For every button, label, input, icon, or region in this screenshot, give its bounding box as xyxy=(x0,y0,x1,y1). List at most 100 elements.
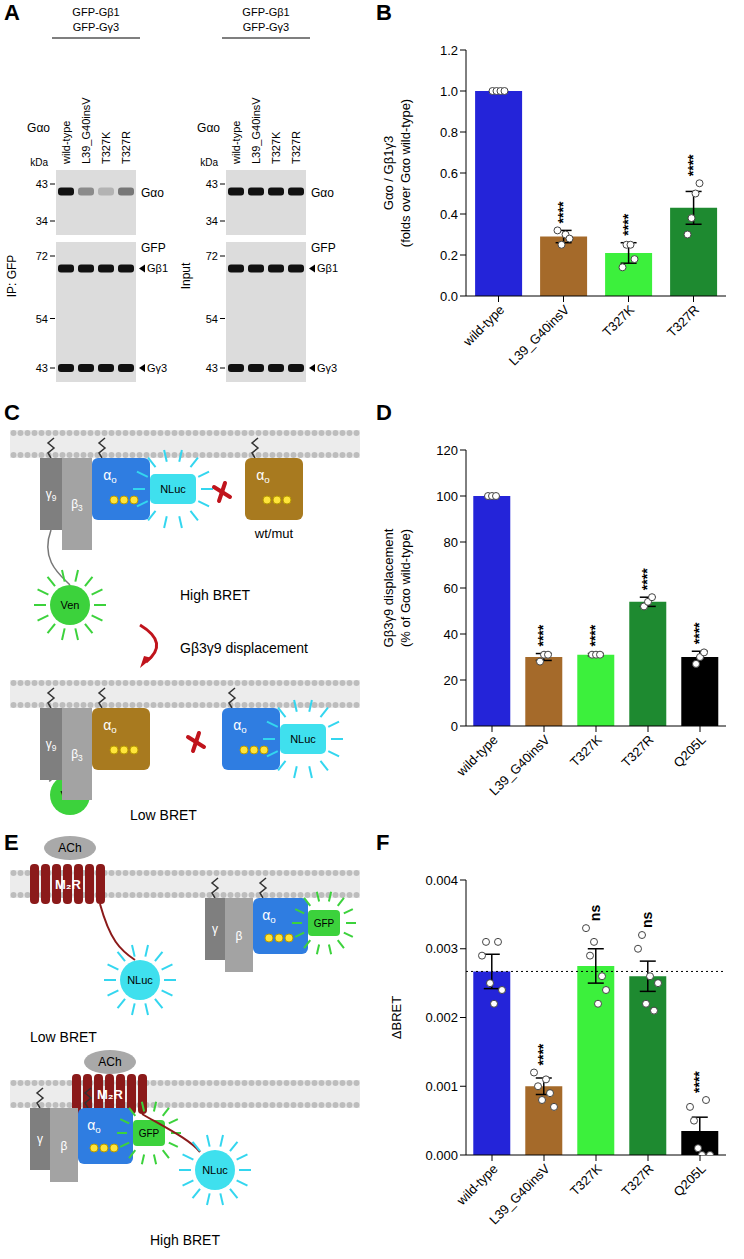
svg-text:wild-type: wild-type xyxy=(453,1161,501,1209)
svg-text:0.2: 0.2 xyxy=(440,248,458,263)
svg-text:Gβ3γ9 displacement: Gβ3γ9 displacement xyxy=(180,640,308,656)
svg-text:120: 120 xyxy=(436,443,458,458)
svg-text:M₂R: M₂R xyxy=(55,877,82,892)
svg-text:43: 43 xyxy=(206,362,218,374)
svg-text:T327R: T327R xyxy=(618,1161,656,1199)
svg-text:Gγ3: Gγ3 xyxy=(317,362,337,374)
svg-text:β3: β3 xyxy=(71,497,83,513)
svg-text:Gβ1: Gβ1 xyxy=(317,262,338,274)
svg-text:High BRET: High BRET xyxy=(150,1232,220,1248)
svg-text:T327K: T327K xyxy=(100,131,112,164)
svg-text:αo: αo xyxy=(103,467,117,485)
svg-text:GFP-Gγ3: GFP-Gγ3 xyxy=(73,21,119,33)
svg-text:αo: αo xyxy=(87,1117,101,1135)
svg-text:wild-type: wild-type xyxy=(230,121,242,165)
svg-text:Input: Input xyxy=(179,262,193,289)
svg-text:Gαo: Gαo xyxy=(141,186,164,200)
svg-text:GFP: GFP xyxy=(139,1128,160,1139)
svg-text:IP: GFP: IP: GFP xyxy=(5,255,19,298)
svg-text:****: **** xyxy=(639,568,655,590)
svg-text:Gαo: Gαo xyxy=(197,121,220,135)
svg-text:L39_G40insV: L39_G40insV xyxy=(80,97,92,164)
svg-text:L39_G40insV: L39_G40insV xyxy=(486,732,553,799)
svg-text:M₂R: M₂R xyxy=(97,1087,124,1102)
svg-text:(% of Gαo wild-type): (% of Gαo wild-type) xyxy=(398,529,413,647)
svg-text:Q205L: Q205L xyxy=(670,732,708,770)
svg-text:T327K: T327K xyxy=(270,131,282,164)
svg-text:αo: αo xyxy=(103,717,117,735)
svg-text:Gβ1: Gβ1 xyxy=(147,262,168,274)
svg-text:1.2: 1.2 xyxy=(440,43,458,58)
svg-text:β3: β3 xyxy=(71,747,83,763)
svg-text:γ: γ xyxy=(37,1132,43,1146)
svg-text:αo: αo xyxy=(233,717,247,735)
svg-text:T327R: T327R xyxy=(290,131,302,164)
svg-text:****: **** xyxy=(620,213,636,235)
svg-text:Gβ3γ9 displacement: Gβ3γ9 displacement xyxy=(381,528,396,647)
svg-text:NLuc: NLuc xyxy=(127,974,153,986)
svg-text:γ9: γ9 xyxy=(46,737,57,753)
svg-text:100: 100 xyxy=(436,489,458,504)
svg-text:0.004: 0.004 xyxy=(425,873,458,888)
svg-text:Low BRET: Low BRET xyxy=(30,1029,97,1045)
svg-text:****: **** xyxy=(691,1071,707,1093)
svg-text:0.002: 0.002 xyxy=(425,1010,458,1025)
svg-text:GFP-Gγ3: GFP-Gγ3 xyxy=(243,21,289,33)
svg-text:40: 40 xyxy=(444,627,458,642)
svg-text:43: 43 xyxy=(36,362,48,374)
svg-text:54: 54 xyxy=(206,313,218,325)
svg-text:0.000: 0.000 xyxy=(425,1148,458,1163)
svg-text:ns: ns xyxy=(639,911,655,928)
svg-text:ACh: ACh xyxy=(98,1055,121,1069)
svg-text:GFP: GFP xyxy=(141,241,166,255)
svg-text:0.8: 0.8 xyxy=(440,125,458,140)
svg-text:T327K: T327K xyxy=(567,732,605,770)
svg-text:αo: αo xyxy=(262,907,276,925)
svg-text:ns: ns xyxy=(587,905,603,922)
svg-text:ΔBRET: ΔBRET xyxy=(389,996,404,1039)
svg-text:kDa: kDa xyxy=(30,157,48,168)
svg-text:αo: αo xyxy=(256,467,270,485)
svg-text:GFP: GFP xyxy=(314,918,335,929)
svg-text:43: 43 xyxy=(206,178,218,190)
svg-text:43: 43 xyxy=(36,178,48,190)
svg-text:T327R: T327R xyxy=(618,732,656,770)
svg-text:0.003: 0.003 xyxy=(425,941,458,956)
svg-text:80: 80 xyxy=(444,535,458,550)
svg-text:****: **** xyxy=(587,624,603,646)
svg-text:60: 60 xyxy=(444,581,458,596)
svg-text:Gαo: Gαo xyxy=(27,121,50,135)
svg-text:0.6: 0.6 xyxy=(440,166,458,181)
svg-text:T327R: T327R xyxy=(664,302,702,340)
svg-text:72: 72 xyxy=(36,250,48,262)
svg-text:****: **** xyxy=(691,622,707,644)
svg-text:ACh: ACh xyxy=(58,841,81,855)
svg-text:L39_G40insV: L39_G40insV xyxy=(250,97,262,164)
svg-text:Gαo / Gβ1γ3: Gαo / Gβ1γ3 xyxy=(381,136,396,210)
svg-text:High BRET: High BRET xyxy=(180,587,250,603)
svg-text:****: **** xyxy=(535,1043,551,1065)
svg-text:GFP: GFP xyxy=(311,241,336,255)
svg-text:****: **** xyxy=(555,201,571,223)
svg-text:0.0: 0.0 xyxy=(440,289,458,304)
svg-text:γ: γ xyxy=(212,922,218,936)
svg-text:72: 72 xyxy=(206,250,218,262)
svg-text:34: 34 xyxy=(206,215,218,227)
svg-text:0: 0 xyxy=(451,719,458,734)
svg-text:NLuc: NLuc xyxy=(290,733,316,745)
svg-text:Q205L: Q205L xyxy=(670,1161,708,1199)
svg-text:wild-type: wild-type xyxy=(60,121,72,165)
svg-text:GFP-Gβ1: GFP-Gβ1 xyxy=(72,6,119,18)
svg-text:20: 20 xyxy=(444,673,458,688)
svg-text:Low BRET: Low BRET xyxy=(130,807,197,823)
svg-text:T327K: T327K xyxy=(599,302,637,340)
svg-text:wt/mut: wt/mut xyxy=(254,526,294,541)
svg-text:54: 54 xyxy=(36,313,48,325)
svg-text:T327K: T327K xyxy=(567,1161,605,1199)
svg-text:NLuc: NLuc xyxy=(160,483,186,495)
svg-text:****: **** xyxy=(685,154,701,176)
svg-text:Ven: Ven xyxy=(61,599,80,611)
svg-text:Gγ3: Gγ3 xyxy=(147,362,167,374)
svg-text:34: 34 xyxy=(36,215,48,227)
svg-text:1.0: 1.0 xyxy=(440,84,458,99)
